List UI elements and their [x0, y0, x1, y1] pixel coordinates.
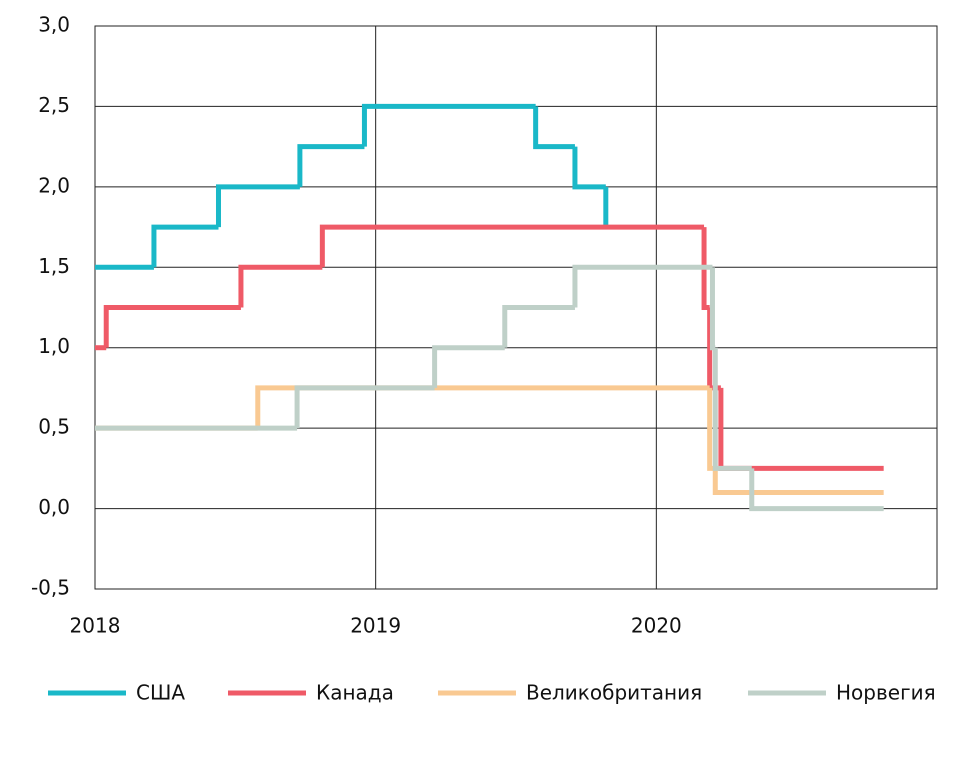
- y-tick-label: 3,0: [38, 13, 70, 37]
- line-step: [238, 264, 323, 308]
- line-step: [103, 305, 241, 348]
- line-step: [749, 468, 884, 512]
- line-step: [709, 267, 716, 351]
- y-tick-label: 2,5: [38, 93, 70, 117]
- line-step: [294, 385, 435, 429]
- line-step: [572, 146, 606, 190]
- line-step: [297, 144, 365, 187]
- line-step: [255, 385, 710, 429]
- line-step: [502, 305, 575, 348]
- y-tick-label: 0,5: [38, 415, 70, 439]
- y-tick-label: 1,0: [38, 334, 70, 358]
- legend-label: Канада: [316, 681, 394, 705]
- line-step: [712, 468, 884, 495]
- line-step: [432, 345, 505, 388]
- x-tick-label: 2020: [631, 614, 682, 638]
- line-step: [712, 347, 752, 471]
- plot-frame: [94, 25, 938, 590]
- line-step: [215, 184, 300, 228]
- x-tick-label: 2019: [350, 614, 401, 638]
- legend-label: Великобритания: [526, 681, 702, 705]
- line-step: [361, 103, 536, 147]
- y-tick-label: 2,0: [38, 173, 70, 197]
- x-tick-label: 2018: [70, 614, 121, 638]
- line-step: [151, 224, 219, 268]
- y-tick-label: -0,5: [31, 576, 70, 600]
- line-step: [572, 264, 713, 308]
- legend-label: Норвегия: [836, 681, 936, 705]
- line-step: [533, 106, 575, 150]
- line-step: [319, 224, 705, 268]
- y-tick-label: 1,5: [38, 254, 70, 278]
- legend-label: США: [136, 681, 185, 705]
- y-tick-label: 0,0: [38, 495, 70, 519]
